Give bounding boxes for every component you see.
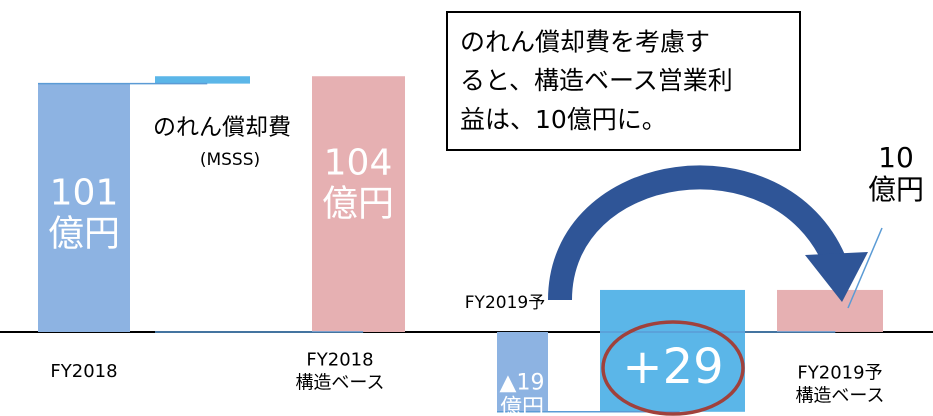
callout-box [446,11,801,151]
leader-line [847,227,883,309]
annotation: (MSSS) [200,150,260,170]
text-line: FY2019予 [797,362,882,383]
text-line: 構造ベース [295,373,384,394]
text-line: 益は、10億円に。 [460,105,667,134]
arrow [548,165,847,301]
text-line: 構造ベース [795,386,884,407]
annotation: のれん償却費 [153,115,291,141]
text-line: 億円 [48,214,120,255]
highlight-ellipse [601,320,745,416]
text-line: 億円 [500,396,544,416]
text-line: 104 [324,142,393,183]
text-line: ると、構造ベース営業利 [460,66,733,95]
x-category-label: FY2019予構造ベース [795,362,884,406]
value-label: 104 億円 [322,142,394,224]
text-line: 億円 [868,173,924,206]
bar [38,83,130,333]
text-line: 10 [878,141,914,174]
marks [38,76,883,413]
arrow-head [805,252,868,302]
value-label: 101 億円 [48,172,120,254]
value-label: +29 [622,339,723,395]
annotation: のれん償却費を考慮すると、構造ベース営業利益は、10億円に。 [460,27,733,134]
text-line: FY2018 [306,349,373,370]
text-line: 101 [50,172,119,213]
text-line: ▲19 [500,370,545,395]
bar [497,331,548,412]
bar [777,289,883,332]
text-line: のれん償却費を考慮す [460,27,710,56]
x-category-label: FY2019予 [465,293,545,313]
value-label: +3 [185,43,220,71]
bar [600,289,745,412]
value-label: ▲19 億円 [500,370,545,416]
bar [312,76,405,333]
x-category-label: FY2018 構造ベース [295,349,384,393]
bar [155,76,250,84]
text-line: 億円 [322,184,394,225]
x-category-label: FY2018 [50,361,117,382]
value-label: 10 億円 [868,141,924,206]
